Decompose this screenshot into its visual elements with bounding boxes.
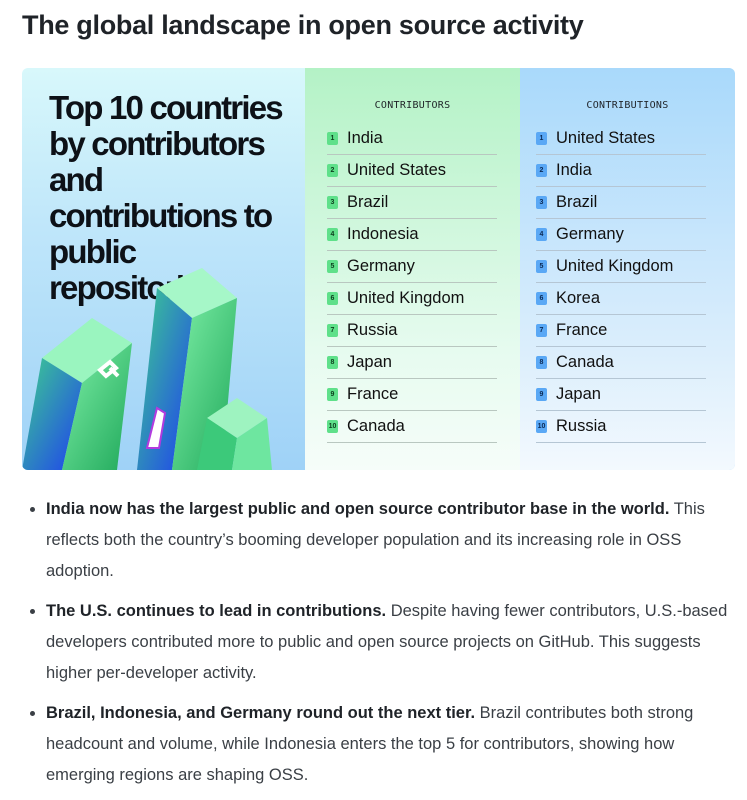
country-name: France [347,385,399,403]
country-name: Russia [347,321,398,339]
contributors-column: CONTRIBUTORS 1 India 2 United States 3 Brazil… [305,68,520,470]
contributions-header: CONTRIBUTIONS [586,100,669,111]
country-name: United Kingdom [347,289,465,307]
list-item: India now has the largest public and ope… [46,494,736,587]
findings-list: India now has the largest public and ope… [20,494,736,800]
country-name: Korea [556,289,601,307]
contributors-header: CONTRIBUTORS [374,100,451,111]
rank-badge: 1 [536,132,547,145]
rank-badge: 8 [536,356,547,369]
country-name: Brazil [556,193,598,211]
rank-badge: 10 [327,420,338,433]
rank-row: 2 United States [327,155,497,187]
rank-row: 8 Canada [536,347,706,379]
rank-row: 4 Germany [536,219,706,251]
rank-row: 5 Germany [327,251,497,283]
country-name: Canada [347,417,405,435]
rank-row: 4 Indonesia [327,219,497,251]
rank-badge: 1 [327,132,338,145]
rank-row: 2 India [536,155,706,187]
country-name: Japan [347,353,392,371]
list-item: Brazil, Indonesia, and Germany round out… [46,698,736,791]
rank-row: 1 India [327,123,497,155]
list-item: The U.S. continues to lead in contributi… [46,596,736,689]
rank-row: 6 Korea [536,283,706,315]
rank-badge: 7 [327,324,338,337]
rank-row: 10 Russia [536,411,706,443]
country-name: Brazil [347,193,389,211]
rank-badge: 2 [327,164,338,177]
rank-row: 3 Brazil [536,187,706,219]
rank-badge: 2 [536,164,547,177]
rank-badge: 3 [536,196,547,209]
country-name: Japan [556,385,601,403]
rank-row: 8 Japan [327,347,497,379]
rank-badge: 9 [536,388,547,401]
rank-badge: 8 [327,356,338,369]
rank-row: 1 United States [536,123,706,155]
rank-row: 3 Brazil [327,187,497,219]
rank-badge: 10 [536,420,547,433]
rank-badge: 9 [327,388,338,401]
rank-badge: 4 [536,228,547,241]
contributions-column: CONTRIBUTIONS 1 United States 2 India 3 Brazi… [520,68,735,470]
rank-badge: 6 [327,292,338,305]
rank-row: 7 France [536,315,706,347]
rank-badge: 5 [536,260,547,273]
rank-row: 5 United Kingdom [536,251,706,283]
rank-badge: 7 [536,324,547,337]
country-name: Indonesia [347,225,419,243]
3d-bars-illustration [22,268,272,470]
rank-row: 9 France [327,379,497,411]
rank-badge: 5 [327,260,338,273]
rank-row: 6 United Kingdom [327,283,497,315]
rank-row: 9 Japan [536,379,706,411]
country-name: India [347,129,383,147]
top-countries-infographic: Top 10 countries by contributors and con… [22,68,735,470]
rank-badge: 4 [327,228,338,241]
country-name: Germany [347,257,415,275]
page-heading: The global landscape in open source acti… [22,10,584,40]
rank-row: 10 Canada [327,411,497,443]
rank-badge: 6 [536,292,547,305]
country-name: Canada [556,353,614,371]
logo-mark-icon [97,359,120,379]
country-name: United Kingdom [556,257,674,275]
country-name: United States [347,161,447,179]
rank-row: 7 Russia [327,315,497,347]
country-name: Russia [556,417,607,435]
country-name: France [556,321,608,339]
rank-badge: 3 [327,196,338,209]
country-name: India [556,161,592,179]
country-name: United States [556,129,656,147]
country-name: Germany [556,225,624,243]
